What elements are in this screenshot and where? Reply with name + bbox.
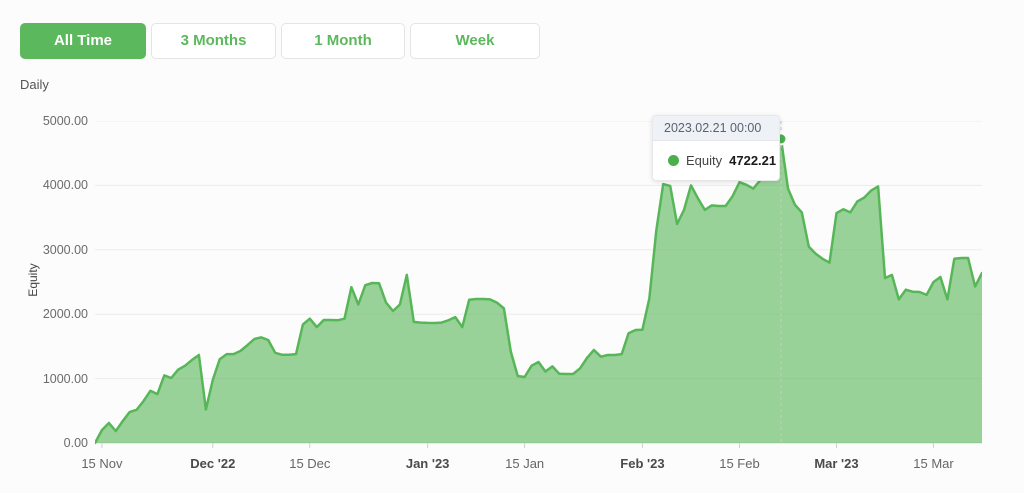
area-series-fill [95,138,982,443]
y-axis-tick-label: 2000.00 [42,307,88,322]
y-axis-tick-label: 1000.00 [42,371,88,386]
area-series-line [95,137,982,445]
x-axis-tick-label: 15 Mar [913,456,954,471]
tooltip-date: 2023.02.21 00:00 [653,116,779,141]
x-axis-tick-label: 15 Feb [719,456,760,471]
x-axis-tick-label: Jan '23 [405,456,450,471]
equity-area-chart[interactable] [95,121,982,455]
time-range-tabs: All Time 3 Months 1 Month Week [20,23,540,59]
x-axis-tick-label: 15 Dec [289,456,331,471]
tooltip-series-label: Equity [686,153,723,168]
x-axis-tick-label: Dec '22 [190,456,236,471]
tab-all-time[interactable]: All Time [20,23,146,59]
x-axis-tick-label: Feb '23 [620,456,665,471]
y-axis-tick-label: 0.00 [63,436,88,450]
tab-3-months[interactable]: 3 Months [151,23,276,59]
y-axis-tick-label: 3000.00 [42,242,88,257]
x-axis-tick-label: Mar '23 [814,456,859,471]
chart-tooltip: 2023.02.21 00:00 Equity 4722.21 [652,115,780,181]
x-axis-tick-label: 15 Nov [81,456,123,471]
tab-1-month[interactable]: 1 Month [281,23,405,59]
period-label: Daily [20,77,49,92]
y-axis-tick-label: 4000.00 [42,178,88,193]
y-axis-tick-label: 5000.00 [42,114,88,128]
series-dot-icon [668,155,679,166]
tooltip-series-value: 4722.21 [729,153,777,168]
tab-week[interactable]: Week [410,23,540,59]
x-axis-tick-label: 15 Jan [505,456,545,471]
